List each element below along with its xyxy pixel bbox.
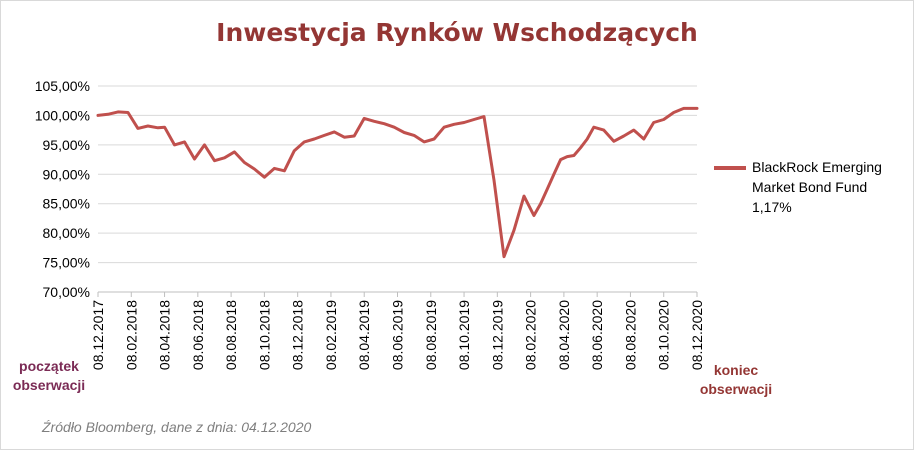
x-tick-label: 08.08.2020 (622, 300, 638, 370)
y-tick-label: 95,00% (43, 137, 90, 153)
gridlines (98, 85, 697, 293)
x-tick-label: 08.12.2018 (290, 300, 306, 370)
x-tick-label: 08.04.2018 (157, 300, 173, 370)
series-layer (96, 106, 699, 259)
y-tick-label: 80,00% (43, 225, 90, 241)
x-tick-label: 08.10.2018 (256, 300, 272, 370)
x-tick-label: 08.02.2019 (323, 300, 339, 370)
y-tick-label: 90,00% (43, 166, 90, 182)
legend-swatch (714, 166, 746, 170)
x-tick-label: 08.12.2017 (90, 300, 106, 370)
start-note: początek obserwacji (8, 357, 90, 395)
x-tick-label: 08.06.2020 (589, 300, 605, 370)
legend-value: 1,17% (752, 199, 792, 215)
x-tick-label: 08.06.2019 (390, 300, 406, 370)
start-note-line2: obserwacji (12, 377, 86, 393)
x-tick-label: 08.02.2018 (123, 300, 139, 370)
x-tick-label: 08.02.2020 (523, 300, 539, 370)
x-tick-label: 08.08.2018 (223, 300, 239, 370)
x-axis-ticks: 08.12.2017 08.02.2018 08.04.2018 08.06.2018… (90, 292, 705, 370)
series-line (96, 106, 699, 259)
x-tick-label: 08.10.2019 (456, 300, 472, 370)
y-tick-label: 75,00% (43, 255, 90, 271)
x-tick-label: 08.08.2019 (423, 300, 439, 370)
end-note-line2: obserwacji (699, 381, 773, 397)
y-tick-label: 105,00% (35, 78, 90, 94)
x-tick-label: 08.12.2020 (689, 300, 705, 370)
x-tick-label: 08.06.2018 (190, 300, 206, 370)
x-tick-label: 08.04.2020 (556, 300, 572, 370)
start-note-line1: początek (19, 358, 79, 374)
y-tick-label: 70,00% (43, 284, 90, 300)
x-tick-label: 08.10.2020 (656, 300, 672, 370)
y-axis-ticks: 70,00% 75,00% 80,00% 85,00% 90,00% 95,00% 100,… (35, 78, 90, 300)
y-tick-label: 100,00% (35, 107, 90, 123)
source-note: Źródło Bloomberg, dane z dnia: 04.12.202… (42, 419, 312, 435)
legend-label: BlackRock Emerging Market Bond Fund 1,17… (752, 157, 882, 217)
x-tick-label: 08.12.2019 (489, 300, 505, 370)
end-note: koniec obserwacji (690, 361, 782, 399)
chart-title: Inwestycja Rynków Wschodzących (216, 18, 698, 47)
x-tick-label: 08.04.2019 (356, 300, 372, 370)
end-note-line1: koniec (713, 362, 759, 378)
legend-label-line2: Market Bond Fund (752, 179, 868, 195)
legend-label-line1: BlackRock Emerging (752, 159, 882, 175)
y-tick-label: 85,00% (43, 196, 90, 212)
